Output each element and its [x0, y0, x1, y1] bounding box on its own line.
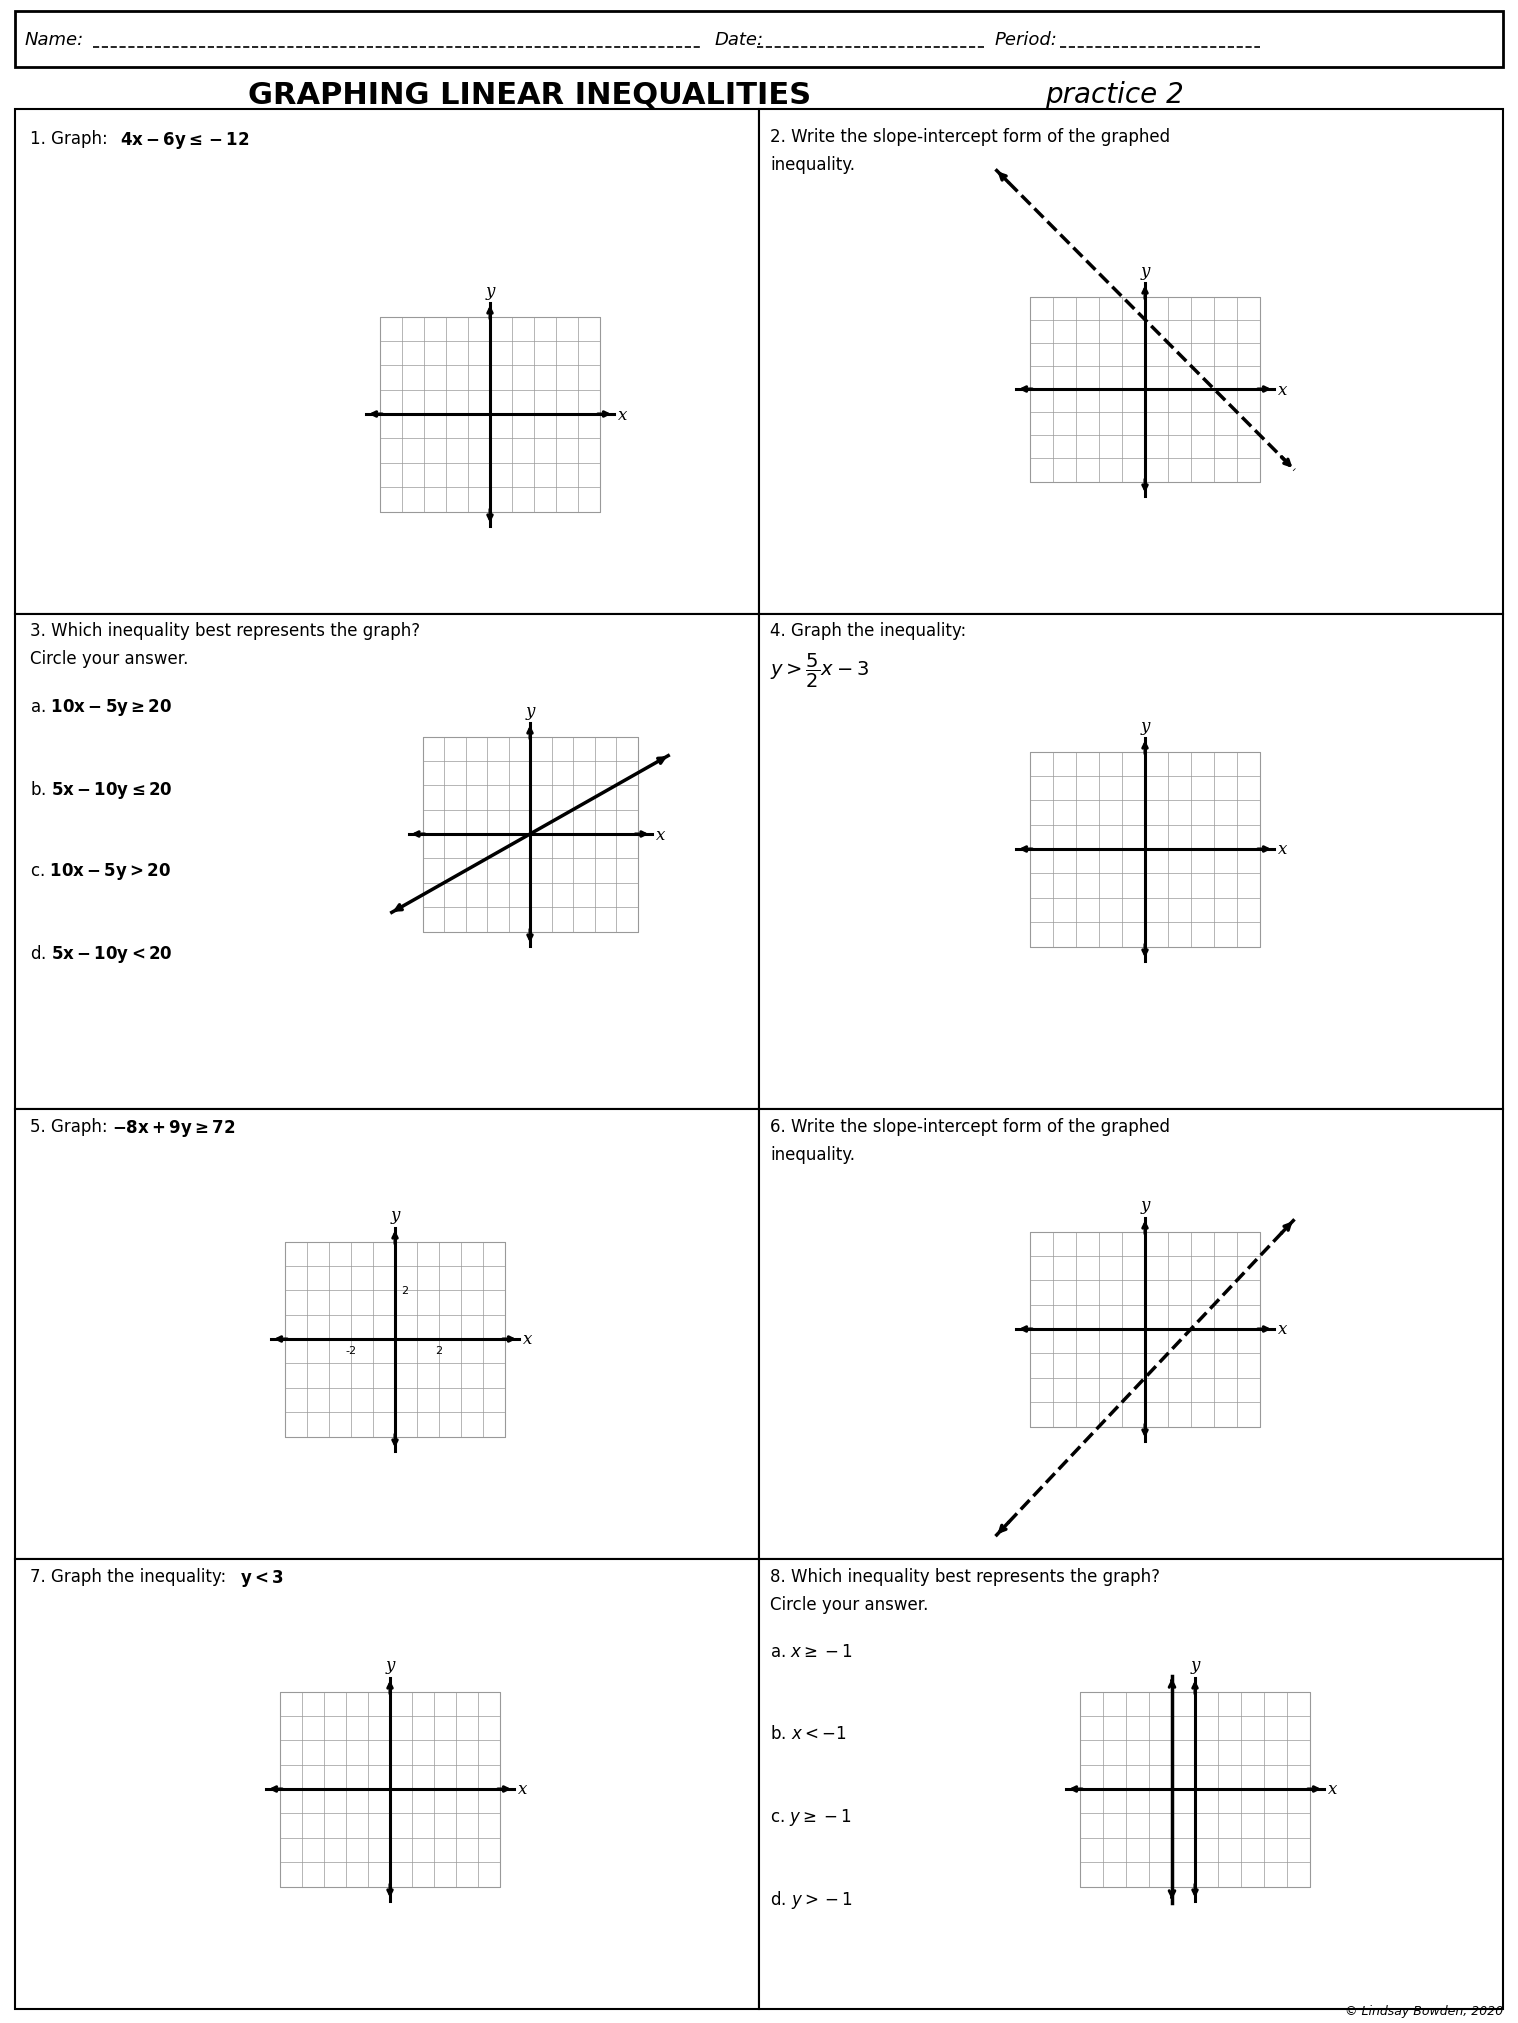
Text: Period:: Period: [994, 30, 1058, 49]
Text: x: x [1328, 1780, 1337, 1798]
Text: $\mathbf{-8x + 9y \geq 72}$: $\mathbf{-8x + 9y \geq 72}$ [112, 1117, 235, 1139]
Text: $\mathbf{y < 3}$: $\mathbf{y < 3}$ [240, 1568, 284, 1588]
Polygon shape [1172, 1691, 1310, 1887]
Text: inequality.: inequality. [770, 156, 855, 174]
Bar [285, 1242, 505, 1436]
Bar [759, 615, 1503, 1109]
Text: a. $x \geq -1$: a. $x \geq -1$ [770, 1643, 853, 1661]
Text: x: x [1278, 842, 1287, 858]
Polygon shape [422, 736, 638, 896]
Text: a. $\mathbf{10x - 5y \geq 20}$: a. $\mathbf{10x - 5y \geq 20}$ [30, 696, 172, 718]
Bar [15, 1560, 759, 2009]
Text: -2: -2 [346, 1345, 357, 1355]
Polygon shape [1031, 1256, 1260, 1499]
Text: 3. Which inequality best represents the graph?: 3. Which inequality best represents the … [30, 621, 420, 639]
Text: Name:: Name: [24, 30, 85, 49]
Bar [15, 12, 1503, 69]
Bar [380, 318, 600, 512]
Text: Circle your answer.: Circle your answer. [30, 649, 188, 668]
Bar [759, 1560, 1503, 2009]
Text: x: x [518, 1780, 527, 1798]
Text: 4. Graph the inequality:: 4. Graph the inequality: [770, 621, 972, 639]
Text: b. $\mathbf{5x - 10y \leq 20}$: b. $\mathbf{5x - 10y \leq 20}$ [30, 779, 173, 801]
Polygon shape [1031, 204, 1260, 481]
Text: x: x [656, 825, 665, 844]
Text: y: y [1140, 716, 1149, 734]
Text: x: x [1278, 380, 1287, 399]
Text: Date:: Date: [715, 30, 764, 49]
Text: y: y [1140, 263, 1149, 279]
Bar [422, 736, 638, 933]
Text: 5. Graph:: 5. Graph: [30, 1117, 112, 1135]
Bar [279, 1691, 499, 1887]
Text: $\mathbf{4x - 6y \leq -12}$: $\mathbf{4x - 6y \leq -12}$ [120, 129, 249, 152]
Text: x: x [524, 1331, 533, 1347]
Text: 8. Which inequality best represents the graph?: 8. Which inequality best represents the … [770, 1568, 1160, 1586]
Text: 2: 2 [401, 1285, 408, 1295]
Text: y: y [390, 1208, 399, 1224]
Text: x: x [1278, 1321, 1287, 1337]
Text: GRAPHING LINEAR INEQUALITIES: GRAPHING LINEAR INEQUALITIES [249, 81, 812, 109]
Bar [15, 1109, 759, 1560]
Text: y: y [525, 702, 534, 718]
Bar [759, 1109, 1503, 1560]
Text: d. $\mathbf{5x - 10y < 20}$: d. $\mathbf{5x - 10y < 20}$ [30, 943, 173, 965]
Text: 6. Write the slope-intercept form of the graphed: 6. Write the slope-intercept form of the… [770, 1117, 1170, 1135]
Bar [1031, 1232, 1260, 1426]
Bar [15, 109, 759, 615]
Text: Circle your answer.: Circle your answer. [770, 1596, 929, 1612]
Bar [1031, 753, 1260, 947]
Text: 7. Graph the inequality:: 7. Graph the inequality: [30, 1568, 232, 1586]
Text: © Lindsay Bowden, 2020: © Lindsay Bowden, 2020 [1345, 2005, 1503, 2017]
Text: c. $\mathbf{10x - 5y > 20}$: c. $\mathbf{10x - 5y > 20}$ [30, 860, 172, 882]
Text: inequality.: inequality. [770, 1145, 855, 1163]
Text: c. $y \geq -1$: c. $y \geq -1$ [770, 1807, 852, 1827]
Text: y: y [486, 283, 495, 299]
Text: practice 2: practice 2 [1044, 81, 1184, 109]
Text: $y > \dfrac{5}{2}x - 3$: $y > \dfrac{5}{2}x - 3$ [770, 651, 870, 690]
Text: 1. Graph:: 1. Graph: [30, 129, 112, 148]
Bar [1031, 297, 1260, 481]
Bar [759, 109, 1503, 615]
Text: x: x [618, 407, 627, 423]
Bar [1079, 1691, 1310, 1887]
Text: y: y [1140, 1198, 1149, 1214]
Text: y: y [386, 1657, 395, 1673]
Text: y: y [1190, 1657, 1199, 1673]
Bar [15, 615, 759, 1109]
Text: 2: 2 [436, 1345, 443, 1355]
Text: 2. Write the slope-intercept form of the graphed: 2. Write the slope-intercept form of the… [770, 127, 1170, 146]
Text: d. $y > -1$: d. $y > -1$ [770, 1887, 853, 1910]
Text: b. $x < -1$: b. $x < -1$ [770, 1724, 847, 1742]
